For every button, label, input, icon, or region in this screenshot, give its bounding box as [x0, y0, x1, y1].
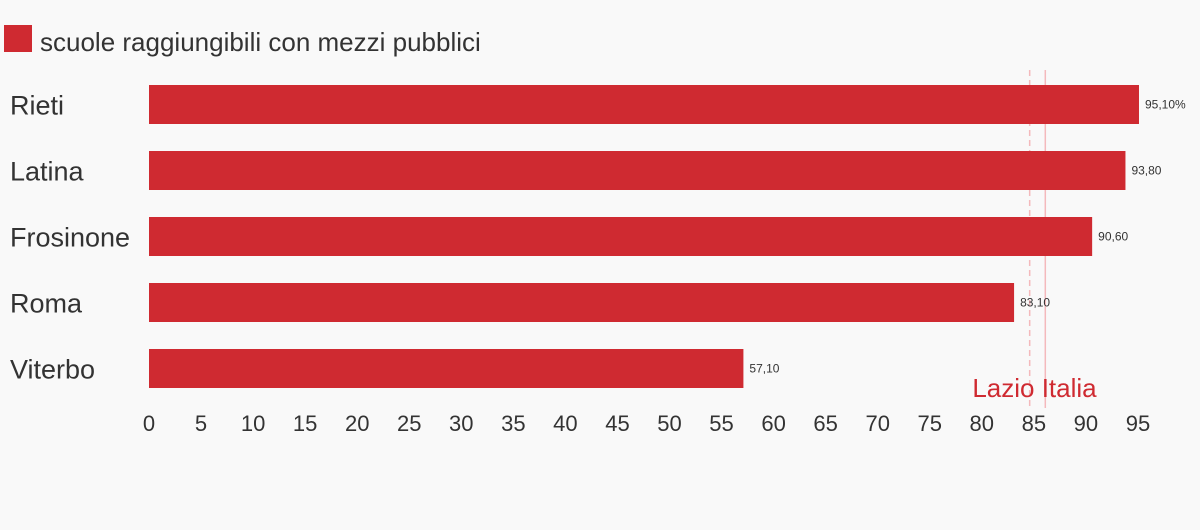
x-tick-label: 95 — [1126, 411, 1150, 436]
legend-swatch — [4, 25, 32, 52]
data-labels: 95,10% 93,80 90,60 83,10 57,10 — [749, 98, 1186, 376]
bar-viterbo — [149, 349, 744, 388]
data-label-roma: 83,10 — [1020, 296, 1050, 310]
x-tick-label: 0 — [143, 411, 155, 436]
bar-roma — [149, 283, 1015, 322]
category-label-viterbo: Viterbo — [10, 355, 95, 385]
x-tick-label: 60 — [761, 411, 785, 436]
bar-rieti — [149, 85, 1139, 124]
bars — [149, 85, 1139, 388]
category-label-latina: Latina — [10, 157, 85, 187]
x-tick-label: 50 — [657, 411, 681, 436]
bar-latina — [149, 151, 1126, 190]
x-tick-label: 90 — [1074, 411, 1098, 436]
reference-label-lazio: Lazio — [972, 373, 1034, 403]
legend: scuole raggiungibili con mezzi pubblici — [4, 25, 481, 57]
category-label-frosinone: Frosinone — [10, 223, 130, 253]
x-tick-label: 45 — [605, 411, 629, 436]
x-axis-ticks: 0 5 10 15 20 25 30 35 40 45 50 55 60 65 70 75 80 85 90 95 — [143, 411, 1150, 436]
x-tick-label: 5 — [195, 411, 207, 436]
data-label-rieti: 95,10% — [1145, 98, 1186, 112]
x-tick-label: 80 — [970, 411, 994, 436]
x-tick-label: 55 — [709, 411, 733, 436]
x-tick-label: 75 — [918, 411, 942, 436]
x-tick-label: 10 — [241, 411, 265, 436]
reference-label-italia: Italia — [1034, 373, 1097, 403]
data-label-latina: 93,80 — [1131, 164, 1161, 178]
data-label-frosinone: 90,60 — [1098, 230, 1128, 244]
x-tick-label: 85 — [1022, 411, 1046, 436]
x-tick-label: 20 — [345, 411, 369, 436]
x-tick-label: 70 — [865, 411, 889, 436]
x-tick-label: 25 — [397, 411, 421, 436]
category-label-rieti: Rieti — [10, 91, 64, 121]
category-label-roma: Roma — [10, 289, 83, 319]
x-tick-label: 65 — [813, 411, 837, 436]
x-tick-label: 15 — [293, 411, 317, 436]
x-tick-label: 35 — [501, 411, 525, 436]
reference-line-labels: Lazio Italia — [972, 373, 1097, 403]
category-labels: Rieti Latina Frosinone Roma Viterbo — [10, 91, 130, 385]
legend-label: scuole raggiungibili con mezzi pubblici — [40, 27, 481, 57]
x-tick-label: 40 — [553, 411, 577, 436]
bar-frosinone — [149, 217, 1093, 256]
data-label-viterbo: 57,10 — [749, 362, 779, 376]
x-tick-label: 30 — [449, 411, 473, 436]
